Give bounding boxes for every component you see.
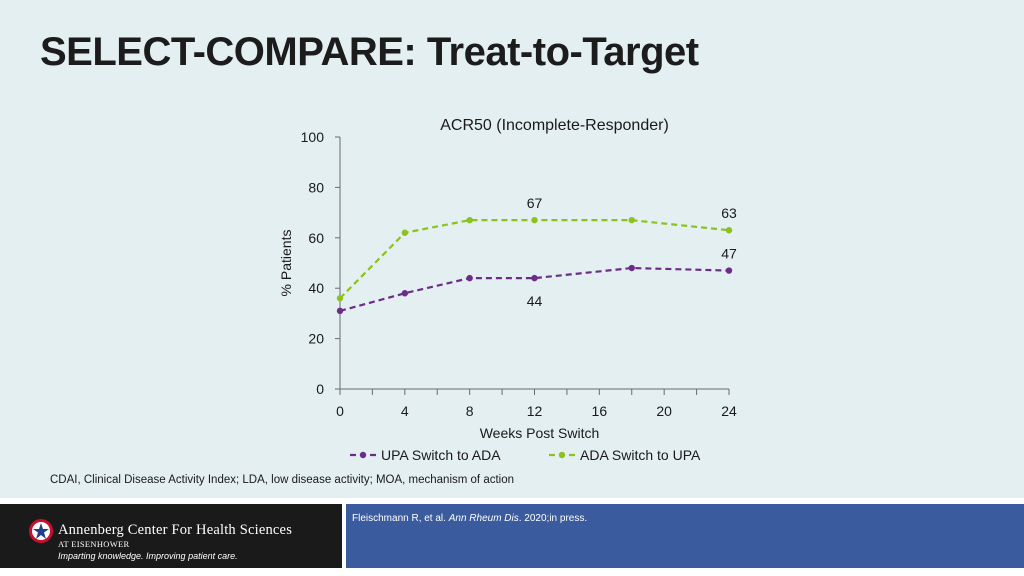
data-point-series-2: [466, 216, 473, 224]
x-tick-label: 24: [721, 403, 737, 419]
y-tick-label: 80: [308, 179, 324, 195]
x-tick-label: 0: [336, 403, 344, 419]
citation-bar: Fleischmann R, et al. Ann Rheum Dis. 202…: [346, 504, 1024, 568]
series-line-1: [339, 266, 730, 312]
citation-journal: Ann Rheum Dis: [448, 513, 519, 524]
y-tick-label: 40: [308, 280, 324, 296]
data-point-series-2: [531, 216, 538, 224]
citation: Fleischmann R, et al. Ann Rheum Dis. 202…: [352, 513, 587, 524]
star-logo-icon: [29, 519, 53, 543]
data-label: 44: [527, 293, 543, 309]
slide-footer: Annenberg Center For Health Sciences AT …: [0, 498, 1024, 576]
data-point-series-1: [336, 307, 344, 315]
legend-label-2: ADA Switch to UPA: [580, 447, 701, 463]
org-subtitle: AT EISENHOWER: [58, 539, 130, 549]
data-point-series-1: [628, 264, 635, 272]
data-point-series-1: [531, 274, 538, 282]
citation-details: . 2020;in press.: [518, 513, 588, 524]
x-axis-label: Weeks Post Switch: [480, 425, 600, 441]
acr50-line-chart: ACR50 (Incomplete-Responder)020406080100…: [278, 117, 737, 463]
y-tick-label: 20: [308, 331, 324, 347]
citation-authors: Fleischmann R, et al.: [352, 513, 449, 524]
legend-marker-1: [359, 451, 367, 459]
y-tick-label: 100: [301, 129, 325, 145]
data-point-series-2: [628, 216, 635, 224]
x-tick-label: 8: [466, 403, 474, 419]
series-line-2: [339, 219, 730, 300]
y-axis-label: % Patients: [278, 230, 294, 297]
data-point-series-2: [401, 229, 409, 236]
data-point-series-1: [401, 290, 409, 297]
legend-marker-2: [558, 451, 566, 459]
org-tagline: Imparting knowledge. Improving patient c…: [58, 551, 238, 561]
data-label: 47: [721, 246, 737, 262]
data-point-series-2: [336, 295, 344, 302]
org-name: Annenberg Center For Health Sciences: [58, 522, 293, 538]
y-tick-label: 60: [308, 230, 324, 246]
x-tick-label: 12: [527, 403, 543, 419]
x-tick-label: 4: [401, 403, 409, 419]
x-tick-label: 16: [592, 403, 608, 419]
abbreviations-footnote: CDAI, Clinical Disease Activity Index; L…: [50, 474, 515, 486]
data-point-series-1: [725, 267, 733, 274]
x-tick-label: 20: [656, 403, 672, 419]
chart-title: ACR50 (Incomplete-Responder): [440, 117, 669, 134]
y-tick-label: 0: [316, 381, 324, 397]
org-branding: Annenberg Center For Health Sciences AT …: [0, 504, 342, 568]
data-point-series-1: [466, 274, 473, 282]
data-label: 63: [721, 205, 737, 221]
data-point-series-2: [725, 227, 733, 234]
slide-title: SELECT-COMPARE: Treat-to-Target: [40, 30, 699, 74]
legend-label-1: UPA Switch to ADA: [381, 447, 501, 463]
data-label: 67: [527, 195, 543, 211]
